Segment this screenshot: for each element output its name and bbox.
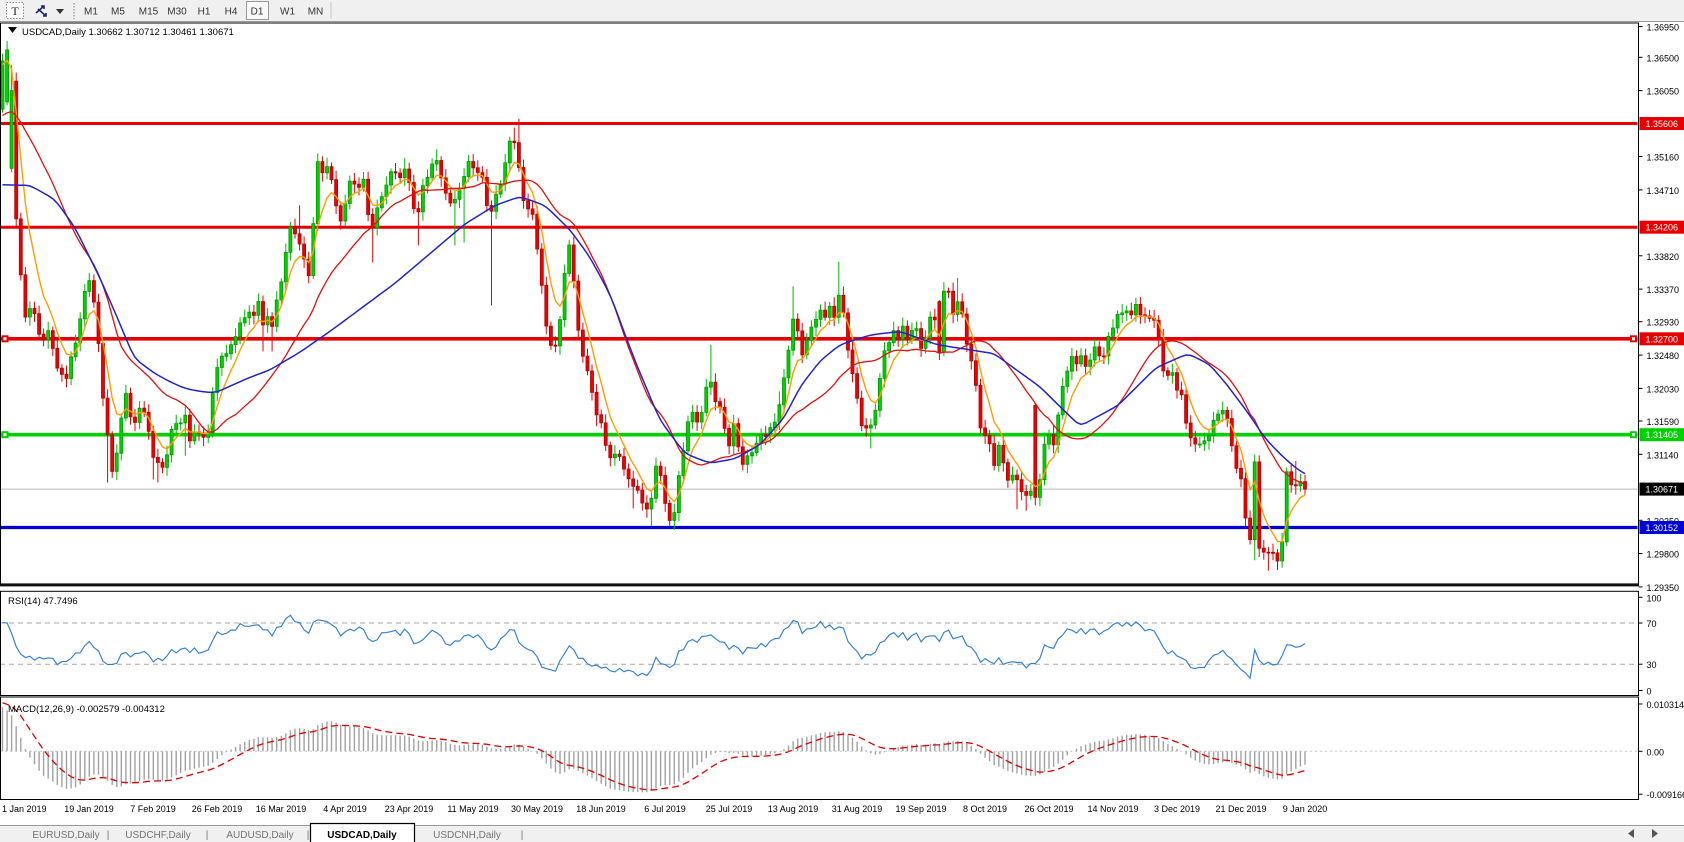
svg-text:1 Jan 2019: 1 Jan 2019 [2, 804, 47, 814]
svg-text:-0.009166: -0.009166 [1647, 790, 1684, 800]
svg-text:M1: M1 [84, 7, 98, 18]
svg-text:1.36050: 1.36050 [1647, 87, 1680, 97]
svg-text:EURUSD,Daily: EURUSD,Daily [32, 830, 99, 841]
svg-text:T: T [11, 4, 19, 18]
svg-text:30: 30 [1647, 660, 1657, 670]
svg-text:11 May 2019: 11 May 2019 [447, 804, 498, 814]
svg-text:14 Nov 2019: 14 Nov 2019 [1087, 804, 1138, 814]
svg-text:6 Jul 2019: 6 Jul 2019 [644, 804, 686, 814]
svg-text:1.31405: 1.31405 [1646, 430, 1679, 440]
svg-text:M30: M30 [167, 7, 187, 18]
svg-text:1.36500: 1.36500 [1647, 53, 1680, 63]
svg-text:|: | [521, 830, 524, 841]
svg-text:25 Jul 2019: 25 Jul 2019 [706, 804, 753, 814]
svg-text:D1: D1 [251, 7, 264, 18]
svg-text:1.33820: 1.33820 [1647, 252, 1680, 262]
svg-text:AUDUSD,Daily: AUDUSD,Daily [226, 830, 293, 841]
svg-text:23 Apr 2019: 23 Apr 2019 [385, 804, 434, 814]
svg-text:8 Oct 2019: 8 Oct 2019 [963, 804, 1007, 814]
svg-text:M15: M15 [139, 7, 159, 18]
svg-text:|: | [107, 830, 110, 841]
svg-text:H1: H1 [198, 7, 211, 18]
svg-text:1.29350: 1.29350 [1647, 583, 1680, 593]
svg-text:1.35160: 1.35160 [1647, 153, 1680, 163]
svg-text:1.31590: 1.31590 [1647, 417, 1680, 427]
svg-text:0: 0 [1647, 687, 1652, 697]
svg-text:0.00: 0.00 [1647, 747, 1665, 757]
svg-text:USDCNH,Daily: USDCNH,Daily [433, 830, 501, 841]
svg-text:19 Sep 2019: 19 Sep 2019 [895, 804, 946, 814]
svg-text:W1: W1 [280, 7, 295, 18]
svg-text:USDCHF,Daily: USDCHF,Daily [125, 830, 191, 841]
svg-text:1.32480: 1.32480 [1647, 351, 1680, 361]
svg-text:1.32930: 1.32930 [1647, 318, 1680, 328]
svg-text:|: | [206, 830, 209, 841]
svg-text:19 Jan 2019: 19 Jan 2019 [64, 804, 114, 814]
svg-text:7 Feb 2019: 7 Feb 2019 [130, 804, 176, 814]
svg-text:1.36950: 1.36950 [1647, 23, 1680, 33]
svg-text:3 Dec 2019: 3 Dec 2019 [1154, 804, 1200, 814]
svg-text:70: 70 [1647, 619, 1657, 629]
svg-text:4 Apr 2019: 4 Apr 2019 [323, 804, 367, 814]
svg-text:1.34710: 1.34710 [1647, 186, 1680, 196]
svg-text:1.35606: 1.35606 [1646, 119, 1679, 129]
svg-text:0.010314: 0.010314 [1647, 700, 1684, 710]
svg-text:18 Jun 2019: 18 Jun 2019 [576, 804, 626, 814]
svg-text:MN: MN [308, 7, 324, 18]
svg-text:1.34206: 1.34206 [1646, 223, 1679, 233]
svg-text:|: | [307, 830, 310, 841]
svg-text:RSI(14) 47.7496: RSI(14) 47.7496 [8, 596, 78, 607]
svg-text:26 Oct 2019: 26 Oct 2019 [1024, 804, 1073, 814]
svg-text:21 Dec 2019: 21 Dec 2019 [1215, 804, 1266, 814]
svg-text:MACD(12,26,9) -0.002579 -0.004: MACD(12,26,9) -0.002579 -0.004312 [8, 704, 165, 715]
svg-text:1.30152: 1.30152 [1646, 523, 1679, 533]
svg-text:1.32700: 1.32700 [1646, 334, 1679, 344]
svg-text:16 Mar 2019: 16 Mar 2019 [256, 804, 307, 814]
svg-text:31 Aug 2019: 31 Aug 2019 [832, 804, 883, 814]
svg-text:1.30671: 1.30671 [1646, 485, 1679, 495]
svg-text:1.31140: 1.31140 [1647, 450, 1679, 460]
svg-text:USDCAD,Daily 1.30662 1.30712: USDCAD,Daily 1.30662 1.30712 1.30461 1.3… [22, 27, 234, 38]
svg-text:USDCAD,Daily: USDCAD,Daily [327, 830, 397, 841]
svg-text:1.32030: 1.32030 [1647, 384, 1680, 394]
svg-text:13 Aug 2019: 13 Aug 2019 [768, 804, 819, 814]
svg-text:M5: M5 [111, 7, 125, 18]
svg-text:1.33370: 1.33370 [1647, 285, 1680, 295]
svg-text:1.29800: 1.29800 [1647, 550, 1680, 560]
svg-text:H4: H4 [225, 7, 238, 18]
svg-text:30 May 2019: 30 May 2019 [511, 804, 563, 814]
svg-text:26 Feb 2019: 26 Feb 2019 [192, 804, 243, 814]
svg-text:9 Jan 2020: 9 Jan 2020 [1283, 804, 1328, 814]
svg-text:100: 100 [1647, 593, 1662, 603]
